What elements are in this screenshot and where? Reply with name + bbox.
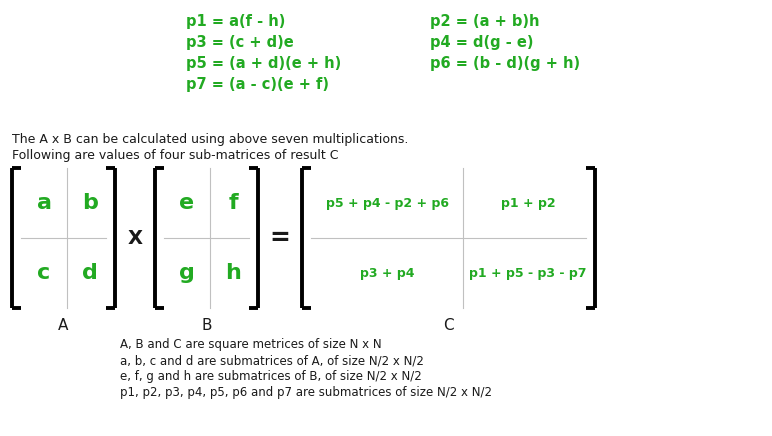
Text: p1 + p2: p1 + p2	[501, 197, 555, 210]
Text: a, b, c and d are submatrices of A, of size N/2 x N/2: a, b, c and d are submatrices of A, of s…	[120, 354, 424, 367]
Text: p3 + p4: p3 + p4	[360, 266, 415, 279]
Text: e: e	[179, 193, 195, 213]
Text: A: A	[59, 318, 69, 333]
Text: =: =	[269, 226, 290, 250]
Text: X: X	[127, 228, 143, 248]
Text: p3 = (c + d)e: p3 = (c + d)e	[186, 35, 294, 50]
Text: p6 = (b - d)(g + h): p6 = (b - d)(g + h)	[430, 56, 580, 71]
Text: p4 = d(g - e): p4 = d(g - e)	[430, 35, 533, 50]
Text: p7 = (a - c)(e + f): p7 = (a - c)(e + f)	[186, 77, 329, 92]
Text: p1 = a(f - h): p1 = a(f - h)	[186, 14, 286, 29]
Text: A, B and C are square metrices of size N x N: A, B and C are square metrices of size N…	[120, 338, 381, 351]
Text: B: B	[201, 318, 212, 333]
Text: p5 + p4 - p2 + p6: p5 + p4 - p2 + p6	[326, 197, 449, 210]
Text: Following are values of four sub-matrices of result C: Following are values of four sub-matrice…	[12, 149, 338, 162]
Text: p1, p2, p3, p4, p5, p6 and p7 are submatrices of size N/2 x N/2: p1, p2, p3, p4, p5, p6 and p7 are submat…	[120, 386, 492, 399]
Text: b: b	[82, 193, 98, 213]
Text: c: c	[37, 263, 51, 283]
Text: g: g	[179, 263, 195, 283]
Text: h: h	[225, 263, 241, 283]
Text: d: d	[82, 263, 98, 283]
Text: p5 = (a + d)(e + h): p5 = (a + d)(e + h)	[186, 56, 341, 71]
Text: p2 = (a + b)h: p2 = (a + b)h	[430, 14, 540, 29]
Text: p1 + p5 - p3 - p7: p1 + p5 - p3 - p7	[469, 266, 587, 279]
Text: C: C	[443, 318, 454, 333]
Text: a: a	[36, 193, 52, 213]
Text: e, f, g and h are submatrices of B, of size N/2 x N/2: e, f, g and h are submatrices of B, of s…	[120, 370, 422, 383]
Text: The A x B can be calculated using above seven multiplications.: The A x B can be calculated using above …	[12, 133, 408, 146]
Text: f: f	[229, 193, 238, 213]
